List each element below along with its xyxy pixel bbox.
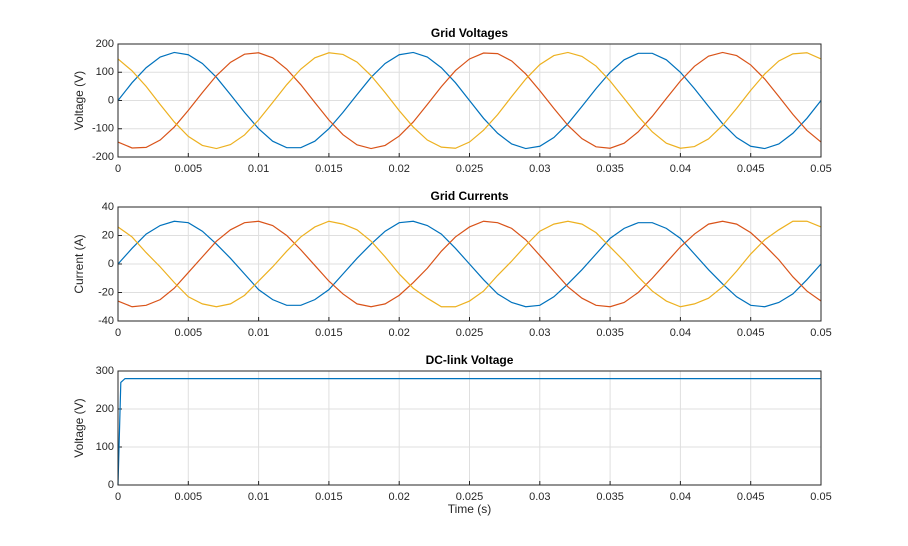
x-tick-label: 0 [115, 163, 121, 175]
y-tick-label: -20 [98, 286, 114, 298]
x-tick-label: 0.005 [175, 491, 203, 503]
x-tick-label: 0.05 [810, 491, 831, 503]
x-tick-label: 0.025 [456, 491, 484, 503]
y-tick-label: 0 [108, 479, 114, 491]
chart-title: DC-link Voltage [426, 353, 514, 367]
axes-box [117, 370, 822, 486]
series-line [117, 220, 822, 308]
y-tick-label: 100 [96, 66, 114, 78]
x-tick-label: 0.01 [248, 163, 269, 175]
x-tick-label: 0.025 [456, 163, 484, 175]
chart-title: Grid Voltages [431, 26, 508, 40]
x-tick-label: 0 [115, 327, 121, 339]
x-tick-label: 0.03 [529, 491, 550, 503]
axes-box [117, 43, 822, 158]
x-tick-label: 0.02 [388, 491, 409, 503]
y-tick-label: 20 [102, 229, 114, 241]
x-tick-label: 0.035 [596, 163, 624, 175]
y-axis-label: Voltage (V) [72, 71, 86, 130]
series-line [117, 220, 822, 308]
series-line [117, 378, 821, 486]
x-tick-label: 0.045 [737, 163, 765, 175]
x-tick-label: 0.015 [315, 327, 343, 339]
x-tick-label: 0.035 [596, 327, 624, 339]
series-line [117, 51, 822, 150]
y-tick-label: -100 [92, 123, 114, 135]
y-tick-label: 300 [96, 365, 114, 377]
y-tick-label: 200 [96, 38, 114, 50]
y-tick-label: 0 [108, 94, 114, 106]
x-tick-label: 0.005 [175, 327, 203, 339]
series-line [117, 51, 822, 150]
x-tick-label: 0.04 [670, 163, 691, 175]
x-tick-label: 0.05 [810, 327, 831, 339]
chart-title: Grid Currents [430, 189, 508, 203]
x-tick-label: 0.02 [388, 327, 409, 339]
x-tick-label: 0.03 [529, 327, 550, 339]
x-tick-label: 0.005 [175, 163, 203, 175]
x-tick-label: 0.04 [670, 327, 691, 339]
x-tick-label: 0.015 [315, 163, 343, 175]
x-tick-label: 0.03 [529, 163, 550, 175]
x-tick-label: 0.05 [810, 163, 831, 175]
y-tick-label: 200 [96, 403, 114, 415]
x-tick-label: 0.01 [248, 327, 269, 339]
x-tick-label: 0.02 [388, 163, 409, 175]
x-tick-label: 0.025 [456, 327, 484, 339]
y-tick-label: -200 [92, 151, 114, 163]
y-tick-label: -40 [98, 315, 114, 327]
x-tick-label: 0.045 [737, 327, 765, 339]
x-axis-label: Time (s) [448, 502, 492, 516]
series-line [117, 51, 822, 150]
y-tick-label: 0 [108, 258, 114, 270]
y-axis-label: Voltage (V) [72, 398, 86, 457]
x-tick-label: 0.035 [596, 491, 624, 503]
axes-box [117, 206, 822, 322]
y-axis-label: Current (A) [72, 234, 86, 293]
y-tick-label: 100 [96, 441, 114, 453]
x-tick-label: 0.01 [248, 491, 269, 503]
x-tick-label: 0.04 [670, 491, 691, 503]
series-line [117, 220, 822, 308]
x-tick-label: 0.045 [737, 491, 765, 503]
x-tick-label: 0 [115, 491, 121, 503]
x-tick-label: 0.015 [315, 491, 343, 503]
y-tick-label: 40 [102, 201, 114, 213]
